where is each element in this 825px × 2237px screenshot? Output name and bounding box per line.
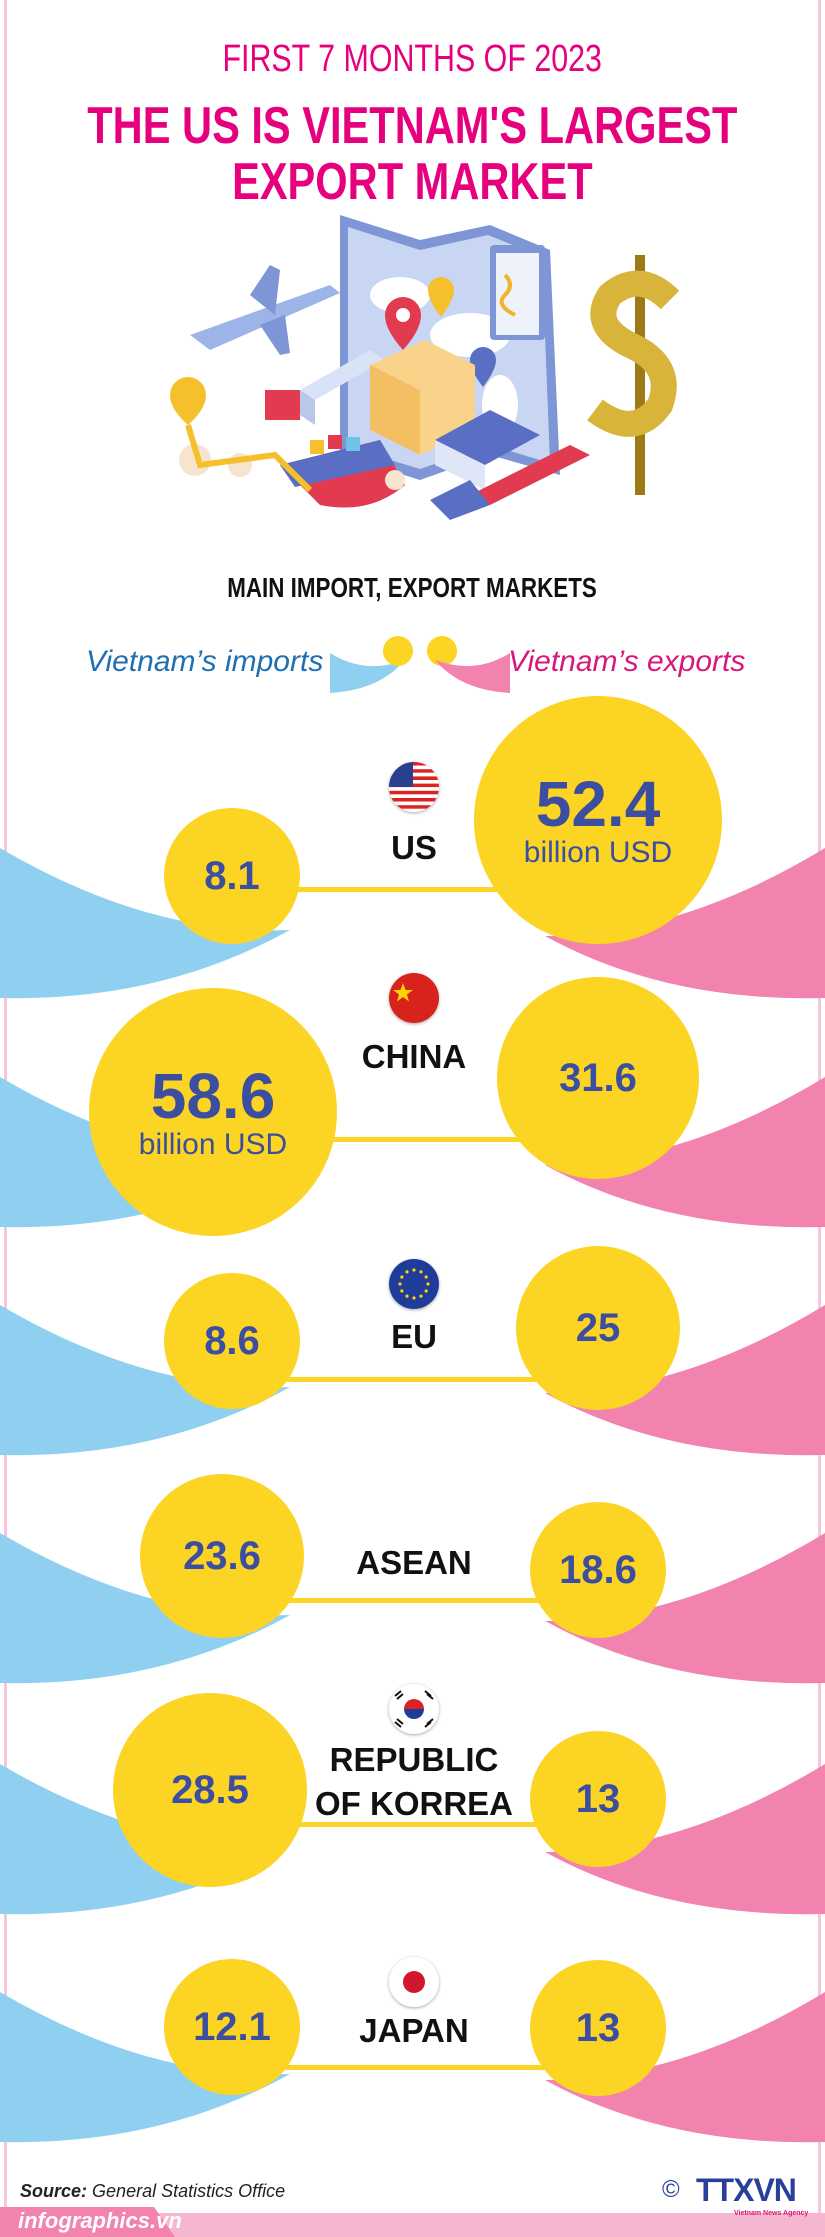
ship-icon bbox=[280, 435, 405, 508]
exports-bubble-value: 13 bbox=[575, 1777, 621, 1821]
market-name: REPUBLIC OF KORREA bbox=[314, 1738, 514, 1826]
connector-line bbox=[210, 1822, 598, 1827]
ttxvn-logo: TTXVN bbox=[696, 2172, 797, 2208]
imports-bubble-value: 8.1 bbox=[204, 854, 260, 898]
map-pin-icons bbox=[385, 277, 496, 387]
market-name: EU bbox=[391, 1318, 437, 1355]
eu-flag-icon bbox=[389, 1259, 439, 1309]
exports-bubble-value: 18.6 bbox=[559, 1548, 637, 1592]
site-link[interactable]: infographics.vn bbox=[18, 2208, 182, 2233]
exports-band bbox=[545, 1764, 825, 1915]
imports-bubble: 28.5 bbox=[113, 1693, 307, 1887]
exports-bubble: 52.4 billion USD bbox=[474, 696, 722, 944]
market-name: ASEAN bbox=[356, 1544, 472, 1581]
source-text: General Statistics Office bbox=[92, 2181, 286, 2201]
source-label: Source: bbox=[20, 2181, 88, 2201]
market-name: CHINA bbox=[361, 1038, 467, 1075]
legend-imports-label: Vietnam’s imports bbox=[86, 645, 324, 678]
exports-swatch-icon bbox=[435, 653, 510, 693]
logistics-illustration bbox=[170, 215, 680, 520]
warehouse-icon bbox=[435, 410, 540, 490]
clipboard-icon bbox=[490, 245, 545, 340]
exports-bubble-value: 13 bbox=[575, 2006, 621, 2050]
market-name: US bbox=[391, 829, 437, 866]
imports-band bbox=[0, 1533, 290, 1684]
imports-bubble: 58.6 billion USD bbox=[89, 988, 337, 1236]
exports-bubble: 25 bbox=[516, 1246, 680, 1410]
train-icon bbox=[430, 445, 590, 520]
exports-bubble: 18.6 bbox=[530, 1502, 666, 1638]
exports-bubble-icon bbox=[427, 636, 457, 666]
logo-subtitle: Vietnam News Agency bbox=[734, 2210, 809, 2217]
connector-line bbox=[222, 1598, 598, 1603]
imports-band bbox=[0, 1992, 290, 2143]
exports-band bbox=[545, 1305, 825, 1456]
copyright-icon: © bbox=[662, 2176, 680, 2203]
legend-icons bbox=[330, 636, 510, 693]
exports-bubble: 31.6 bbox=[497, 977, 699, 1179]
market-name-line: REPUBLIC bbox=[329, 1741, 499, 1778]
exports-bubble: 13 bbox=[530, 1960, 666, 2096]
title-line-2: EXPORT MARKET bbox=[232, 153, 593, 211]
imports-bubble-value: 8.6 bbox=[204, 1319, 260, 1363]
imports-band bbox=[0, 848, 290, 999]
legend-exports-label: Vietnam’s exports bbox=[508, 645, 746, 678]
section-heading: MAIN IMPORT, EXPORT MARKETS bbox=[0, 572, 825, 604]
us-flag-icon bbox=[389, 762, 439, 812]
main-title: THE US IS VIETNAM'S LARGEST EXPORT MARKE… bbox=[0, 98, 825, 210]
china-flag-icon bbox=[389, 973, 439, 1023]
dollar-sign-icon bbox=[587, 255, 680, 495]
connector-line bbox=[232, 1377, 598, 1382]
exports-bubble-value: 52.4 bbox=[535, 767, 661, 840]
exports-bubble-unit: billion USD bbox=[523, 835, 673, 869]
imports-band bbox=[0, 1305, 290, 1456]
exports-band bbox=[545, 848, 825, 999]
exports-bubble-value: 25 bbox=[575, 1306, 621, 1350]
period-heading: FIRST 7 MONTHS OF 2023 bbox=[0, 38, 825, 81]
connector-line bbox=[213, 1137, 598, 1142]
exports-band bbox=[545, 1077, 825, 1228]
korea-flag-icon bbox=[389, 1684, 439, 1734]
source-note: Source: General Statistics Office bbox=[20, 2180, 285, 2202]
period-text: FIRST 7 MONTHS OF 2023 bbox=[222, 38, 603, 80]
imports-bubble-value: 58.6 bbox=[150, 1059, 276, 1132]
footer-tab bbox=[0, 2207, 175, 2237]
exports-band bbox=[545, 1533, 825, 1684]
imports-swatch-icon bbox=[330, 653, 405, 693]
imports-bubble: 12.1 bbox=[164, 1959, 300, 2095]
imports-bubble-icon bbox=[383, 636, 413, 666]
imports-bubble: 8.6 bbox=[164, 1273, 300, 1409]
connector-line bbox=[232, 887, 598, 892]
truck-icon bbox=[265, 350, 385, 425]
title-line-1: THE US IS VIETNAM'S LARGEST bbox=[87, 97, 738, 155]
imports-bubble-value: 28.5 bbox=[171, 1768, 249, 1812]
market-name: JAPAN bbox=[359, 2012, 469, 2049]
imports-bubble-unit: billion USD bbox=[138, 1127, 288, 1161]
japan-flag-icon bbox=[389, 1957, 439, 2007]
location-marker-icon bbox=[170, 377, 313, 493]
exports-band bbox=[545, 1992, 825, 2143]
section-heading-text: MAIN IMPORT, EXPORT MARKETS bbox=[227, 572, 598, 603]
market-name-line: OF KORREA bbox=[315, 1785, 513, 1822]
imports-bubble-value: 12.1 bbox=[193, 2005, 271, 2049]
connector-line bbox=[232, 2065, 598, 2070]
exports-bubble-value: 31.6 bbox=[559, 1056, 637, 1100]
imports-bubble-value: 23.6 bbox=[183, 1534, 261, 1578]
exports-bubble: 13 bbox=[530, 1731, 666, 1867]
imports-bubble: 8.1 bbox=[164, 808, 300, 944]
imports-bubble: 23.6 bbox=[140, 1474, 304, 1638]
airplane-icon bbox=[190, 265, 340, 355]
